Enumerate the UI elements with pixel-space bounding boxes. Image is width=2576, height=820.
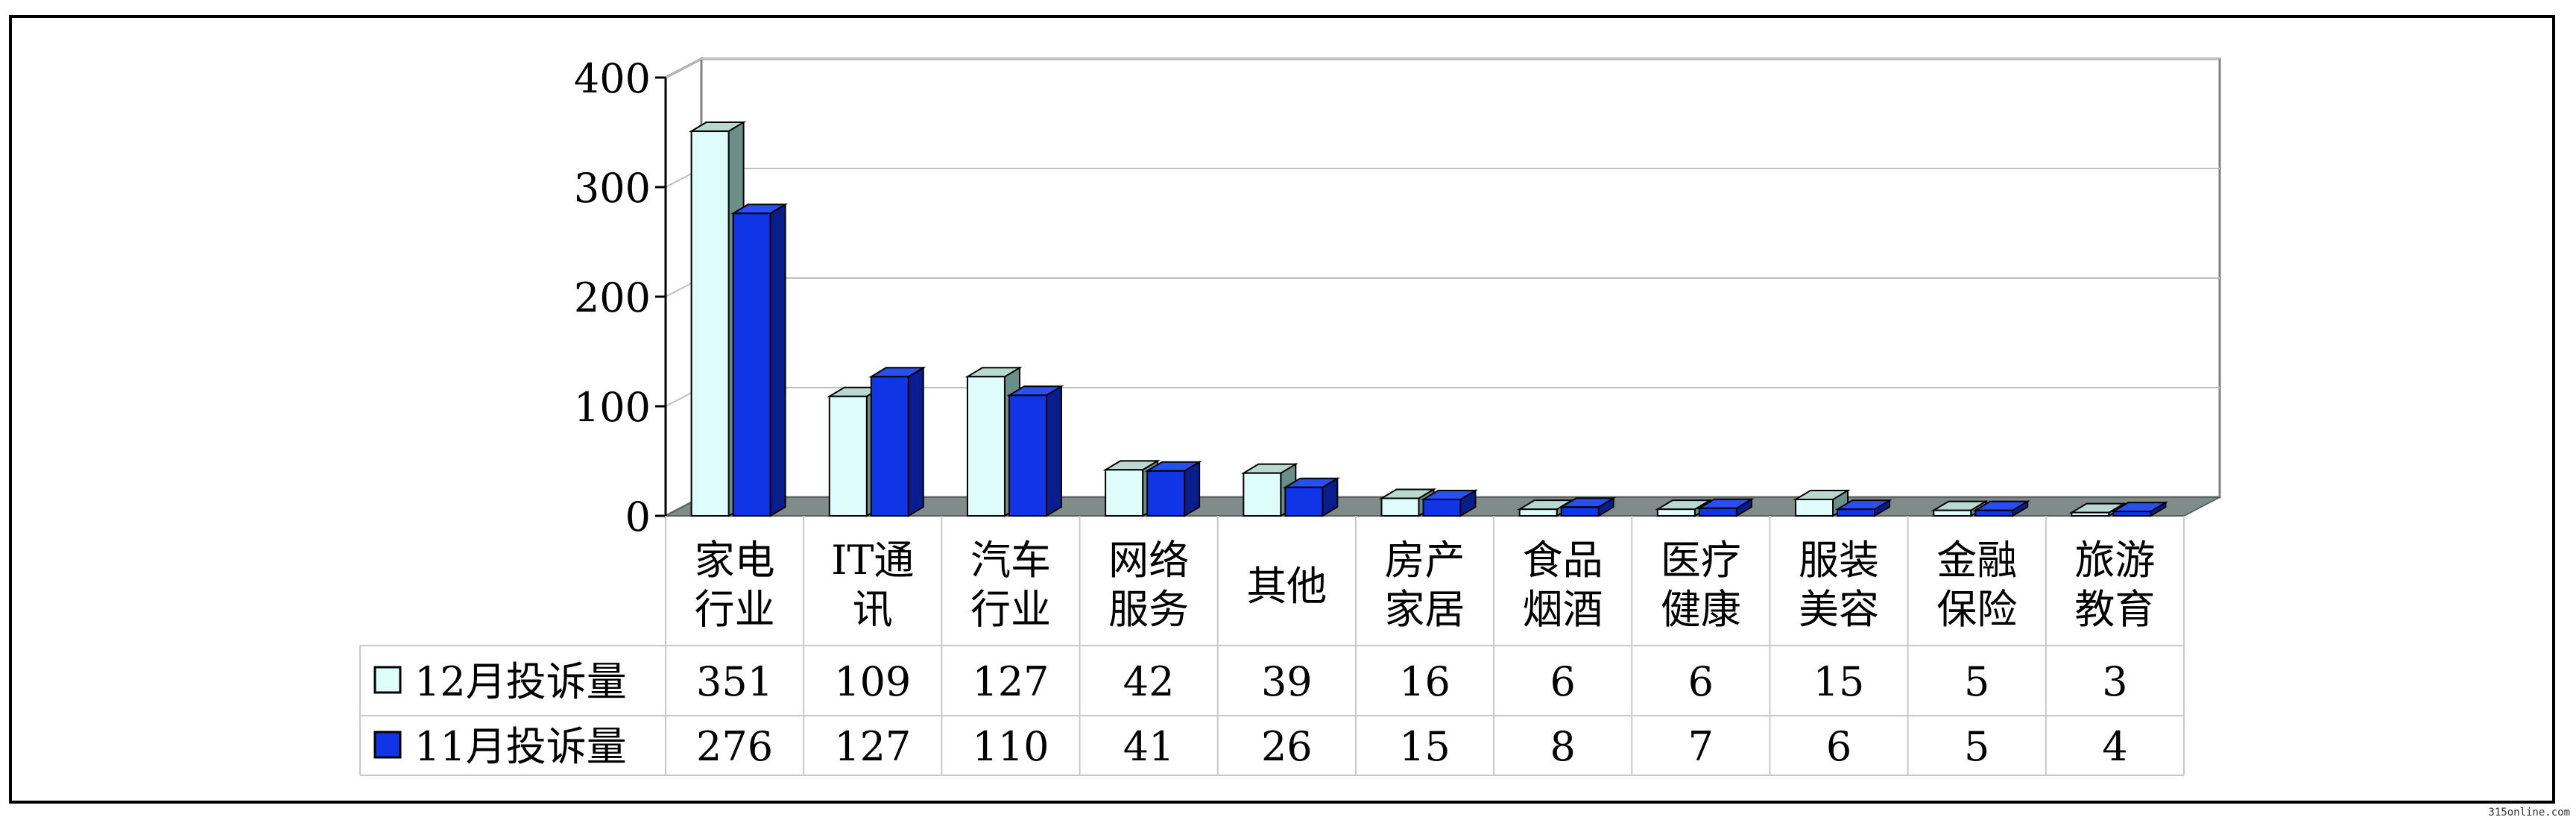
data-label: 4 [2102, 723, 2127, 770]
data-label: 351 [696, 658, 773, 705]
data-label: 127 [972, 658, 1049, 705]
legend-label: 11月投诉量 [414, 723, 627, 770]
category-label: 行业 [695, 586, 775, 633]
bar [1282, 477, 1340, 517]
data-label: 41 [1123, 723, 1175, 770]
y-tick-label: 300 [574, 165, 651, 212]
category-label: 教育 [2074, 586, 2155, 633]
bar-front [732, 212, 771, 517]
y-tick-label: 200 [574, 274, 651, 321]
category-label: 健康 [1661, 586, 1741, 633]
bar-front [1974, 509, 2014, 517]
bar-side [769, 203, 786, 517]
bar-front [1243, 472, 1282, 517]
category-label: 服务 [1108, 586, 1189, 633]
data-label: 6 [1826, 723, 1852, 770]
bar-front [1837, 508, 1876, 517]
chart-frame [9, 15, 2555, 804]
category-label: 旅游 [2074, 537, 2155, 584]
bar-front [1146, 470, 1186, 517]
data-label: 42 [1123, 658, 1175, 705]
category-label: 家电 [695, 537, 775, 584]
category-label: 保险 [1936, 586, 2017, 633]
bar-front [1008, 394, 1047, 517]
gridline [665, 58, 2220, 78]
bar-front [870, 376, 909, 517]
bar-front [966, 376, 1006, 517]
category-label: 烟酒 [1523, 586, 1603, 633]
bar-front [1284, 486, 1324, 517]
bar-front [1933, 509, 1972, 517]
legend-label: 12月投诉量 [414, 658, 627, 705]
bar-front [828, 395, 868, 517]
category-label: 网络 [1108, 537, 1189, 584]
y-tick-label: 100 [574, 384, 651, 431]
category-label: 医疗 [1661, 537, 1741, 584]
category-label: IT通 [831, 537, 914, 584]
category-label: 美容 [1799, 586, 1879, 633]
bar [1420, 489, 1479, 517]
bar [868, 366, 926, 517]
data-label: 276 [696, 723, 773, 770]
data-label: 15 [1399, 723, 1450, 770]
bar-front [1105, 469, 1144, 517]
data-label: 5 [1964, 658, 1989, 705]
bar-front [690, 130, 730, 517]
bar [1559, 496, 1617, 517]
category-label: 家居 [1385, 586, 1465, 633]
bar-front [1698, 507, 1737, 517]
data-label: 127 [834, 723, 911, 770]
data-label: 109 [834, 658, 911, 705]
category-label: 房产 [1385, 537, 1465, 584]
data-label: 3 [2102, 658, 2127, 705]
data-label: 5 [1964, 723, 1989, 770]
bar-front [1560, 506, 1600, 517]
bar-side [907, 366, 924, 517]
watermark: 315online.com [2488, 807, 2570, 819]
category-label: 行业 [970, 586, 1051, 633]
category-label: 食品 [1523, 537, 1603, 584]
bar [730, 203, 789, 517]
bar [1006, 385, 1064, 517]
bar-front [1380, 497, 1420, 517]
category-label: 讯 [853, 586, 893, 633]
bar-front [1518, 508, 1558, 517]
bar [1696, 497, 1755, 517]
bar [1972, 499, 2030, 517]
data-label: 7 [1688, 723, 1714, 770]
data-label: 15 [1813, 658, 1865, 705]
category-label: 汽车 [970, 537, 1051, 584]
bar-front [2071, 511, 2110, 517]
bar [2110, 501, 2169, 517]
category-label: 金融 [1936, 537, 2017, 584]
bar-front [1422, 498, 1462, 517]
data-label: 16 [1399, 658, 1450, 705]
legend-swatch [373, 731, 402, 759]
bar-front [1656, 508, 1696, 517]
category-label: 服装 [1799, 537, 1879, 584]
y-tick-label: 0 [625, 493, 651, 540]
data-label: 26 [1261, 723, 1313, 770]
bar-front [1795, 498, 1834, 517]
bar-front [2112, 511, 2152, 517]
bar-side [1045, 385, 1062, 517]
bar [1834, 499, 1892, 517]
data-label: 39 [1261, 658, 1313, 705]
y-tick-label: 400 [574, 55, 651, 102]
data-label: 8 [1550, 723, 1576, 770]
category-label: 其他 [1246, 563, 1327, 610]
bar [1144, 460, 1202, 517]
data-label: 6 [1550, 658, 1576, 705]
data-label: 110 [972, 723, 1049, 770]
bar [1931, 499, 1989, 517]
legend-swatch [373, 666, 402, 694]
data-label: 6 [1688, 658, 1714, 705]
